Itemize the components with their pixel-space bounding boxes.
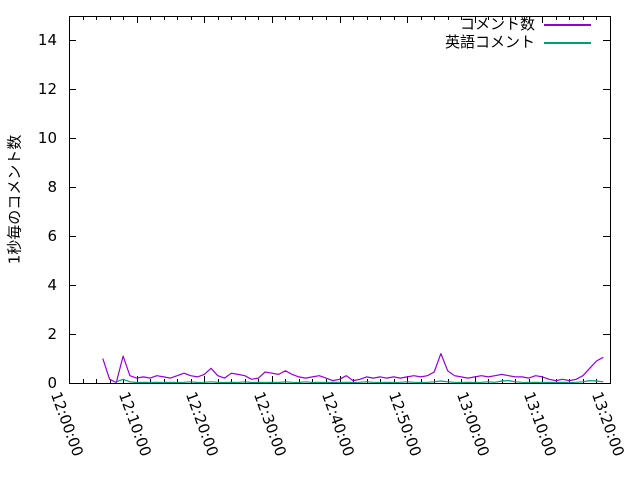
y-tick-label: 6 [47,227,57,246]
series-line-comment-count [102,353,604,384]
y-tick-label: 0 [47,374,57,392]
legend-label-comment-count: コメント数 [459,15,535,33]
legend-line-sample-english-comment [544,42,591,44]
y-tick-label: 10 [37,129,57,148]
series-line-english-comment [116,378,604,384]
y-tick-label: 2 [47,325,57,344]
y-tick-label: 4 [47,276,57,295]
legend-label-english-comment: 英語コメント [444,33,535,51]
legend-line-sample-comment-count [544,24,591,26]
y-tick-label: 12 [37,80,57,99]
y-tick-label: 8 [47,178,57,197]
plot-border [69,16,611,384]
y-tick-label: 14 [37,31,57,50]
